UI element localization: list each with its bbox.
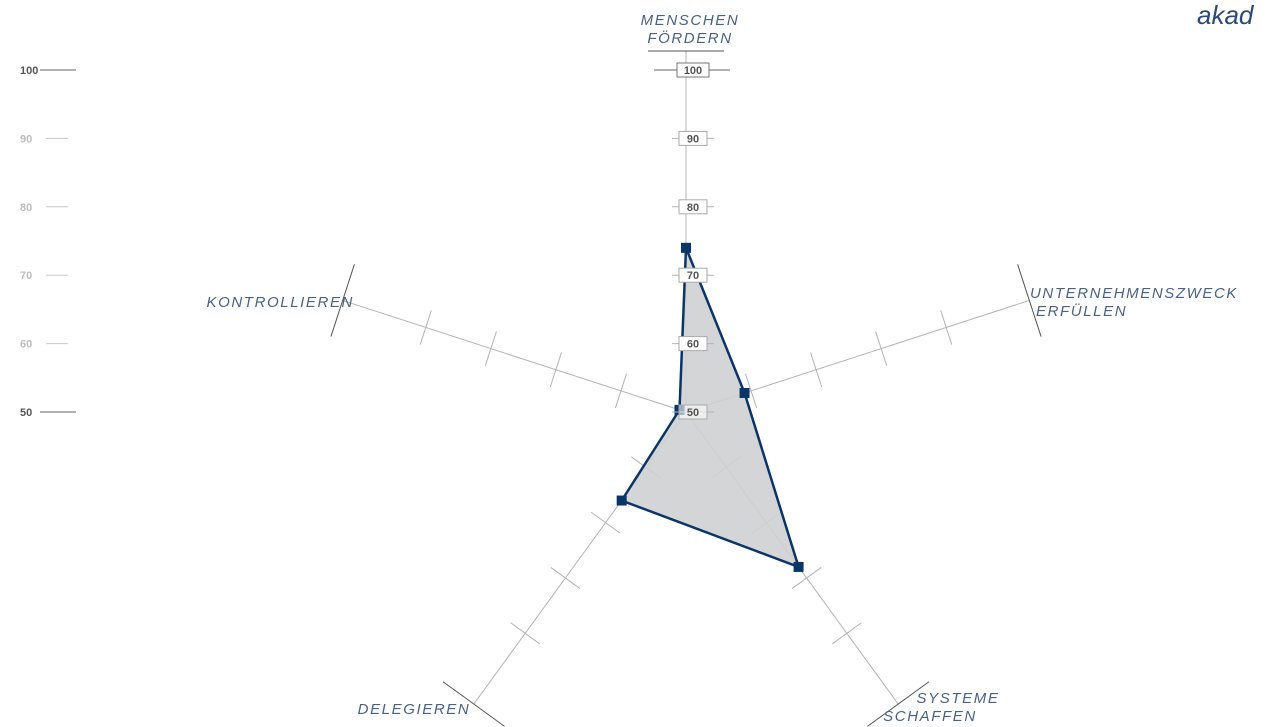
- axis-label-line: SYSTEME: [917, 690, 1000, 707]
- radar-tick-mark: [510, 622, 541, 645]
- tick-label: 80: [687, 202, 699, 214]
- left-scale-label: 60: [20, 339, 32, 351]
- radar-tick-mark: [875, 331, 888, 366]
- tick-label: 70: [687, 270, 699, 282]
- axis-label-line: KONTROLLIEREN: [207, 294, 355, 311]
- axis-label: DELEGIEREN: [358, 701, 471, 718]
- axis-label-line: DELEGIEREN: [358, 701, 471, 718]
- axis-label-line: MENSCHEN: [641, 12, 740, 29]
- tick-label-box: [678, 404, 708, 420]
- left-scale-label: 90: [20, 133, 32, 145]
- data-point-marker: [616, 495, 627, 506]
- axis-label: KONTROLLIEREN: [207, 294, 355, 311]
- data-point-marker: [793, 561, 804, 572]
- radar-tick-mark: [484, 331, 497, 366]
- radar-tick-mark: [791, 567, 822, 589]
- axis-label-line: SCHAFFEN: [883, 708, 977, 725]
- radar-tick-mark: [745, 373, 758, 409]
- axis-label-line: FÖRDERN: [647, 29, 732, 47]
- radar-tick-mark: [614, 373, 627, 409]
- radar-axis-end-cap: [330, 264, 355, 337]
- tick-label-box: [676, 62, 710, 78]
- left-scale-label: 50: [20, 407, 32, 419]
- radar-axis-labels: MENSCHEN FÖRDERN UNTERNEHMENSZWECK ERFÜLLEN…: [207, 12, 1238, 725]
- left-scale-label: 80: [20, 202, 32, 214]
- tick-label-box: [678, 267, 708, 283]
- radar-tick-mark: [419, 310, 432, 345]
- radar-tick-mark: [549, 352, 562, 387]
- data-polygon: [620, 246, 800, 569]
- radar-tick-mark: [590, 511, 621, 534]
- radar-tick-mark: [810, 352, 823, 387]
- tick-label: 50: [687, 407, 699, 419]
- tick-label: 60: [687, 339, 699, 351]
- left-scale-label: 70: [20, 270, 32, 282]
- axis-label-line: ERFÜLLEN: [1036, 302, 1127, 320]
- axis-label: UNTERNEHMENSZWECK ERFÜLLEN: [1030, 285, 1238, 320]
- brand-logo-text: akad: [1197, 0, 1255, 30]
- radar-axis-end-cap: [1017, 264, 1042, 337]
- tick-label: 100: [684, 65, 702, 77]
- radar-axis-end-cap: [867, 681, 930, 727]
- left-scale: 100 90 80 70 60 50: [20, 65, 76, 419]
- tick-label-box: [678, 336, 708, 352]
- tick-label-box: [678, 130, 708, 146]
- radar-axis-end-cap: [442, 681, 505, 727]
- radar-axis-line: [342, 299, 687, 413]
- axis-label: SYSTEME SCHAFFEN: [883, 690, 999, 725]
- radar-tick-mark: [940, 310, 953, 345]
- axis-label: MENSCHEN FÖRDERN: [641, 12, 740, 47]
- radar-tick-mark: [550, 567, 581, 589]
- data-point-marker: [739, 387, 750, 398]
- left-scale-label: 100: [20, 65, 38, 77]
- radar-tick-mark: [831, 622, 862, 645]
- data-point-marker: [681, 242, 691, 253]
- data-polygon-layer: [616, 242, 804, 572]
- radar-tick-labels: 50 60 70 80 90 100: [654, 62, 730, 420]
- tick-label: 90: [687, 133, 699, 145]
- axis-label-line: UNTERNEHMENSZWECK: [1030, 285, 1238, 302]
- tick-label-box: [678, 199, 708, 215]
